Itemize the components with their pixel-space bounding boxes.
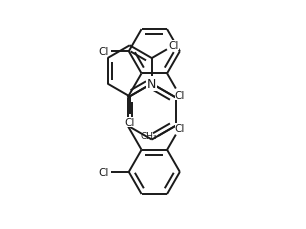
Text: Cl: Cl [98, 167, 109, 177]
Text: Cl: Cl [174, 123, 185, 133]
Text: N: N [147, 78, 156, 91]
Text: Cl: Cl [98, 47, 109, 57]
Text: Cl: Cl [125, 117, 135, 127]
Text: Cl: Cl [174, 91, 185, 101]
Text: Cl: Cl [169, 41, 179, 51]
Text: CH₃: CH₃ [141, 132, 157, 141]
